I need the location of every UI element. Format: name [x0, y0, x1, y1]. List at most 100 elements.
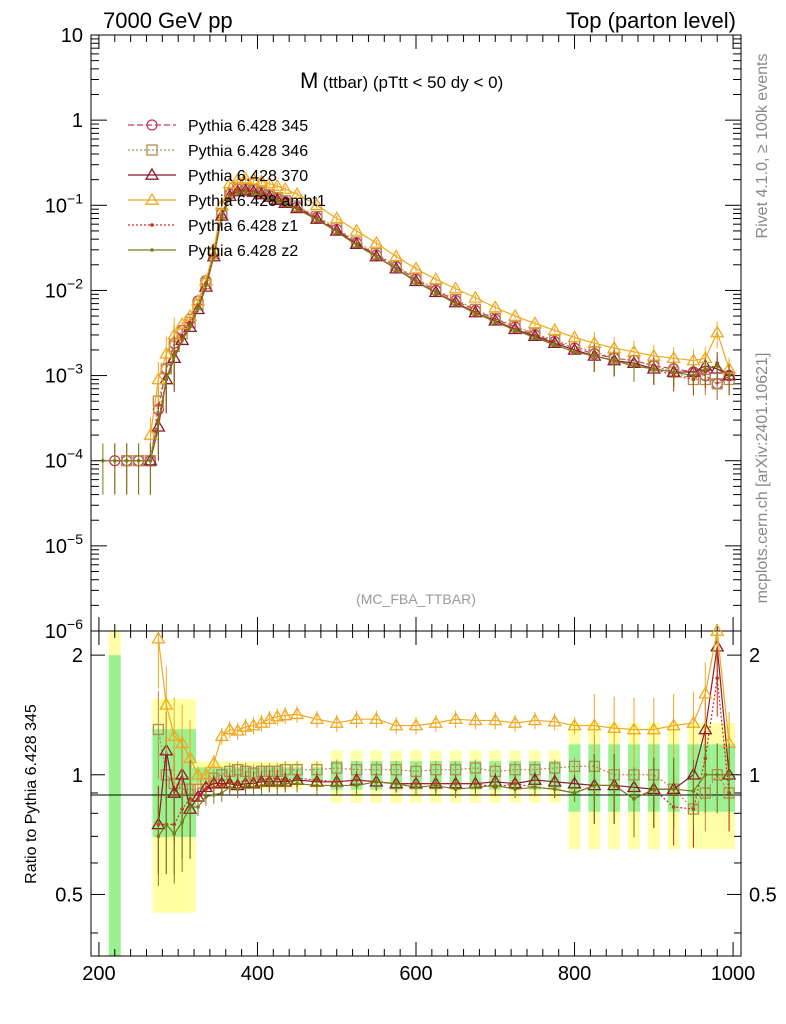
- header-left: 7000 GeV pp: [103, 8, 233, 33]
- data-marker: [587, 718, 602, 731]
- data-marker: [389, 249, 404, 262]
- data-marker: [231, 764, 244, 776]
- legend-item: Pythia 6.428 370: [128, 167, 308, 185]
- data-marker: [227, 195, 232, 199]
- header-right: Top (parton level): [566, 8, 736, 33]
- data-marker: [448, 711, 463, 725]
- data-marker: [513, 787, 517, 791]
- series-line: [126, 187, 730, 462]
- data-marker: [507, 715, 523, 728]
- data-marker: [408, 718, 424, 731]
- data-marker: [238, 719, 253, 732]
- x-tick-label: 600: [399, 963, 432, 985]
- legend-item: Pythia 6.428 345: [128, 118, 308, 135]
- ratio-pythia-6-428-346: [152, 690, 735, 848]
- legend-item: Pythia 6.428 z2: [128, 243, 298, 260]
- data-marker: [646, 722, 661, 735]
- data-marker: [549, 762, 561, 774]
- data-marker: [243, 189, 248, 194]
- data-marker: [715, 364, 720, 368]
- data-marker: [270, 709, 285, 722]
- y-tick-label: 10−5: [45, 531, 83, 558]
- legend-label: Pythia 6.428 z1: [188, 218, 298, 235]
- data-marker: [652, 787, 656, 791]
- data-marker: [188, 324, 192, 329]
- data-marker: [230, 184, 245, 197]
- data-marker: [473, 311, 478, 316]
- band-green: [108, 655, 121, 956]
- data-marker: [331, 762, 343, 774]
- data-marker: [150, 248, 154, 252]
- data-marker: [567, 718, 582, 731]
- data-marker: [243, 783, 248, 788]
- data-marker: [227, 785, 232, 790]
- data-marker: [198, 767, 214, 780]
- mcplots-label: mcplots.cern.ch [arXiv:2401.10621]: [754, 353, 771, 604]
- ratio-y-tick-label-right: 2: [749, 645, 760, 667]
- plot-title: M (ttbar) (pTtt < 50 dy < 0): [300, 68, 503, 93]
- data-marker: [414, 280, 418, 284]
- data-marker: [159, 743, 174, 756]
- ratio-pythia-6-428-ambt1: [151, 623, 737, 808]
- data-marker: [369, 249, 384, 262]
- ratio-pythia-6-428-370: [151, 631, 737, 875]
- data-marker: [164, 377, 169, 382]
- data-marker: [152, 723, 165, 736]
- data-marker: [473, 785, 478, 790]
- data-marker: [428, 715, 443, 728]
- data-marker: [374, 780, 379, 784]
- main-axis-ticks: 10−6 10−5 10−4 10−3 10−2 10−1 1 10: [45, 25, 741, 643]
- data-marker: [151, 631, 166, 644]
- data-marker: [148, 458, 153, 463]
- data-marker: [408, 261, 424, 274]
- data-marker: [196, 306, 200, 310]
- data-marker: [267, 781, 272, 786]
- ratio-ylabel: Ratio to Pythia 6.428 345: [23, 704, 40, 884]
- data-marker: [448, 281, 463, 294]
- x-tick-label: 800: [558, 963, 591, 985]
- data-marker: [698, 686, 713, 699]
- data-marker: [369, 235, 384, 248]
- data-marker: [488, 713, 503, 726]
- ratio-y-tick-label: 2: [72, 645, 83, 667]
- data-marker: [259, 193, 264, 197]
- data-marker: [607, 720, 622, 734]
- data-marker: [715, 676, 720, 680]
- legend-item: Pythia 6.428 ambt1: [128, 192, 326, 210]
- data-marker: [251, 785, 256, 790]
- data-marker: [164, 822, 169, 827]
- data-marker: [230, 172, 245, 185]
- data-marker: [259, 783, 264, 788]
- data-marker: [196, 805, 200, 809]
- data-marker: [567, 330, 582, 343]
- data-marker: [394, 266, 398, 271]
- data-marker: [533, 785, 537, 790]
- data-marker: [592, 354, 597, 358]
- data-marker: [309, 711, 325, 725]
- data-marker: [671, 787, 676, 791]
- data-marker: [652, 367, 656, 371]
- data-marker: [204, 795, 208, 799]
- data-marker: [572, 350, 577, 354]
- data-marker: [612, 358, 616, 363]
- data-marker: [493, 783, 498, 788]
- data-marker: [136, 458, 141, 463]
- x-tick-label: 200: [82, 963, 115, 985]
- legend-item: Pythia 6.428 z1: [128, 218, 298, 235]
- legend-label: Pythia 6.428 370: [188, 168, 308, 185]
- data-marker: [198, 279, 214, 292]
- data-marker: [283, 202, 288, 206]
- data-marker: [453, 787, 458, 791]
- data-marker: [156, 834, 161, 839]
- data-marker: [146, 144, 158, 156]
- data-marker: [632, 364, 636, 368]
- data-marker: [389, 718, 404, 731]
- data-marker: [180, 338, 184, 343]
- data-marker: [374, 254, 379, 259]
- ratio-y-tick-label: 0.5: [55, 884, 83, 906]
- data-marker: [354, 243, 359, 247]
- data-marker: [468, 290, 483, 303]
- y-tick-label: 10−1: [45, 190, 83, 217]
- data-marker: [235, 190, 240, 195]
- data-marker: [278, 181, 293, 194]
